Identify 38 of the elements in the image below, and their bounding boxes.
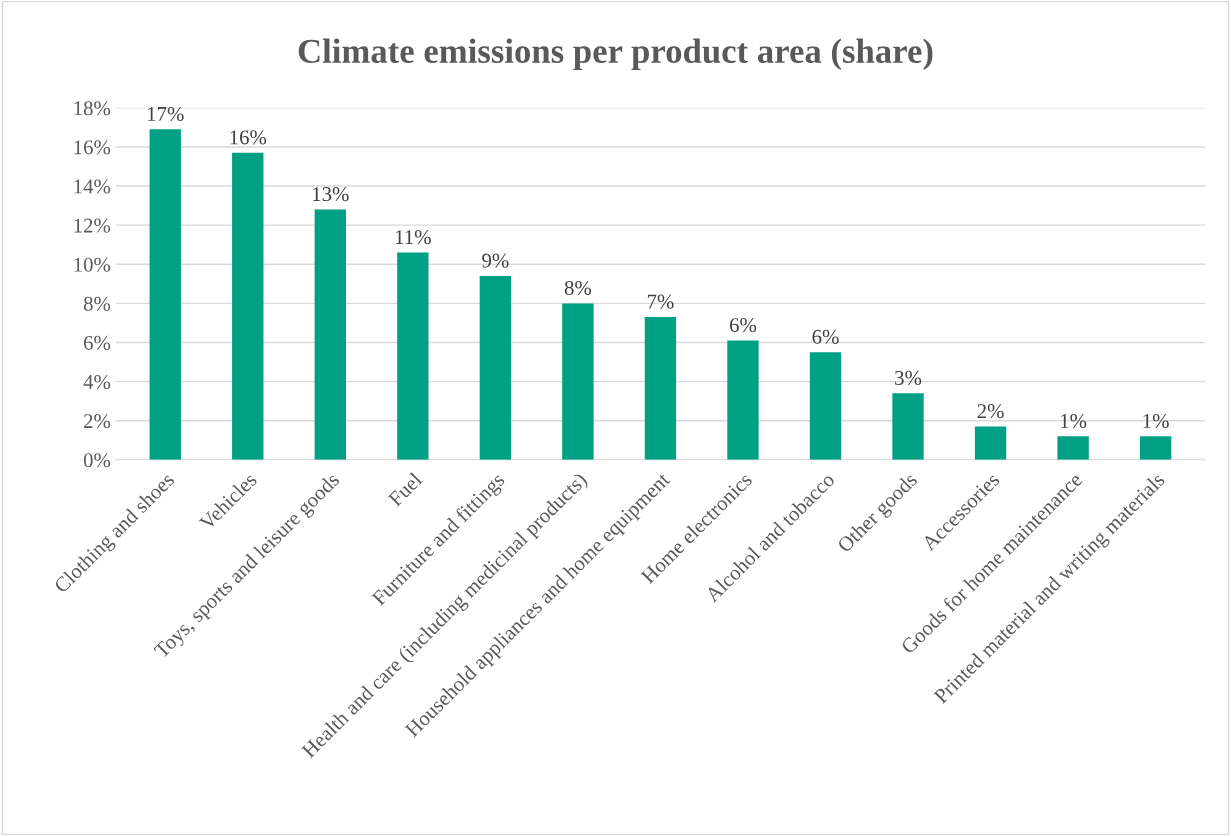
data-label: 11% (395, 230, 431, 245)
data-label: 6% (729, 318, 757, 333)
data-label: 8% (564, 280, 592, 296)
y-tick-label: 4% (83, 374, 111, 390)
data-label: 7% (647, 294, 674, 309)
data-label: 13% (313, 187, 349, 202)
y-tick-label: 8% (83, 296, 111, 311)
y-tick-label: 2% (84, 414, 111, 429)
y-tick-label: 10% (74, 257, 111, 272)
y-tick-label: 14% (74, 179, 111, 194)
data-label: 3% (895, 370, 922, 385)
bar (1057, 436, 1089, 460)
bar (149, 129, 181, 460)
bar (727, 340, 759, 460)
bar (809, 352, 842, 460)
bar (1139, 436, 1172, 460)
data-label: 17% (147, 106, 184, 122)
y-tick-label: 0% (83, 453, 111, 468)
y-tick-label: 6% (83, 335, 111, 350)
bar (562, 303, 594, 460)
chart-title: Climate emissions per product area (share) (298, 38, 933, 71)
y-tick-label: 18% (74, 101, 111, 116)
bar (314, 209, 346, 460)
data-label: 9% (482, 253, 509, 268)
data-label: 1% (1143, 413, 1169, 429)
x-tick-label: Fuel (387, 471, 423, 508)
bar (232, 152, 264, 460)
y-tick-label: 12% (74, 218, 111, 233)
data-label: 1% (1061, 413, 1087, 429)
y-tick-label: 16% (74, 140, 111, 155)
data-label: 2% (977, 404, 1004, 419)
bar (644, 317, 677, 460)
bar (974, 426, 1007, 460)
data-label: 16% (230, 130, 267, 145)
bar (479, 276, 512, 460)
bar (397, 252, 429, 460)
data-label: 6% (812, 329, 839, 344)
bar (892, 393, 924, 460)
